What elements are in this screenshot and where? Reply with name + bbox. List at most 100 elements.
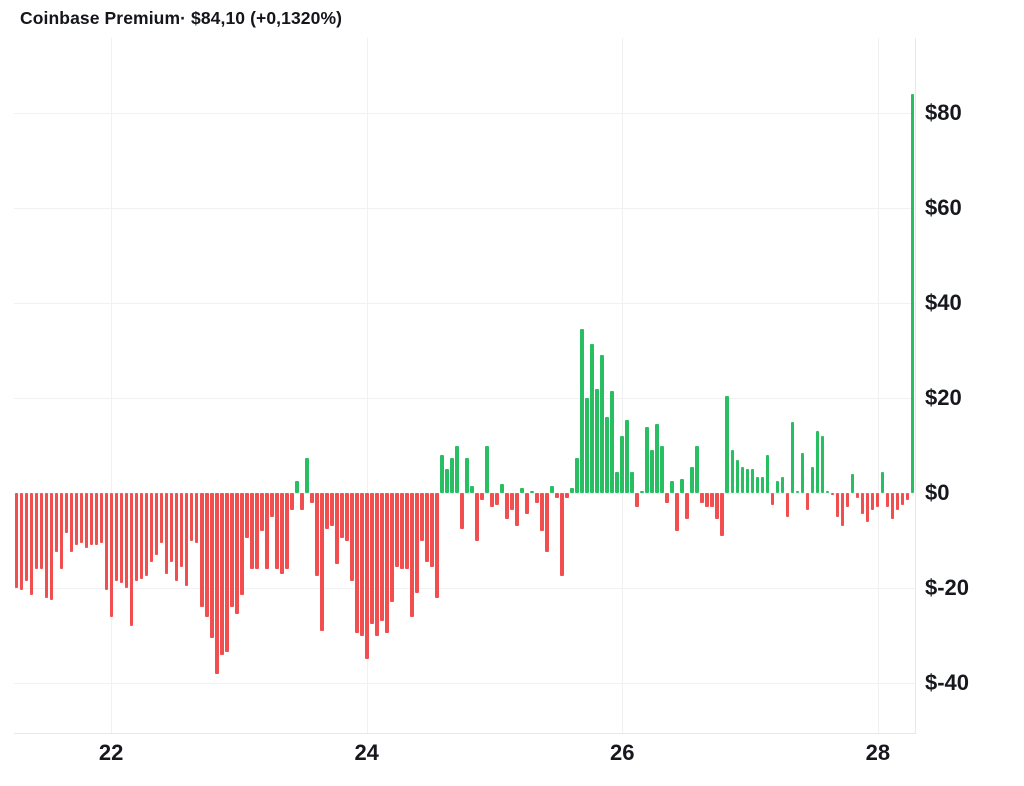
bar-negative xyxy=(269,493,274,517)
bar-positive xyxy=(485,445,489,494)
y-tick-label: $-20 xyxy=(925,575,970,601)
bar-negative xyxy=(540,493,544,532)
gridline-horizontal xyxy=(14,113,915,115)
bar-negative xyxy=(209,493,214,638)
bar-negative xyxy=(119,493,124,584)
bar-negative xyxy=(64,493,69,534)
x-tick-label: 22 xyxy=(98,740,124,765)
y-tick-label: $20 xyxy=(925,385,962,411)
bar-positive xyxy=(440,455,444,494)
gridline-horizontal xyxy=(14,303,915,305)
bar-positive xyxy=(585,398,589,494)
bar-negative xyxy=(249,493,254,570)
gridline-horizontal xyxy=(14,398,915,400)
bar-negative xyxy=(274,493,279,570)
bar-negative xyxy=(370,493,374,624)
bar-negative xyxy=(905,493,910,501)
bar-negative xyxy=(254,493,259,570)
bar-positive xyxy=(760,476,765,494)
bar-negative xyxy=(149,493,154,562)
bar-negative xyxy=(365,493,369,660)
gridline-vertical xyxy=(622,38,624,733)
bar-positive xyxy=(620,436,624,494)
chart-plot-area[interactable] xyxy=(14,38,916,734)
bar-negative xyxy=(189,493,194,541)
bar-negative xyxy=(510,493,514,510)
bar-negative xyxy=(425,493,429,562)
bar-positive xyxy=(800,452,805,494)
bar-negative xyxy=(785,493,790,517)
bar-negative xyxy=(865,493,870,522)
bar-negative xyxy=(480,493,484,501)
bar-negative xyxy=(535,493,539,503)
y-axis-labels: $80 $60 $40 $20 $0 $-20 $-40 xyxy=(925,38,1020,733)
bar-positive xyxy=(550,486,554,494)
bar-positive xyxy=(850,474,855,494)
bar-positive xyxy=(590,343,594,494)
bar-negative xyxy=(144,493,149,577)
bar-negative xyxy=(330,493,334,527)
chart-title: Coinbase Premium· $84,10 (+0,1320%) xyxy=(20,8,343,28)
bar-negative xyxy=(380,493,384,622)
bar-positive xyxy=(580,329,584,494)
bar-negative xyxy=(830,493,835,496)
gridline-vertical xyxy=(877,38,879,733)
bar-negative xyxy=(234,493,239,615)
bar-negative xyxy=(715,493,720,520)
bar-positive xyxy=(820,436,825,494)
bar-negative xyxy=(109,493,114,617)
bar-negative xyxy=(300,493,304,510)
bar-positive xyxy=(305,457,309,494)
x-tick-label: 28 xyxy=(865,740,891,765)
bar-negative xyxy=(805,493,810,510)
bar-positive xyxy=(530,490,534,494)
bar-negative xyxy=(360,493,364,636)
bar-positive xyxy=(655,424,659,494)
bar-positive xyxy=(450,457,454,494)
bar-negative xyxy=(285,493,289,570)
bar-negative xyxy=(49,493,54,600)
bar-negative xyxy=(700,493,705,503)
bar-negative xyxy=(19,493,24,591)
bar-negative xyxy=(104,493,109,591)
bar-negative xyxy=(515,493,519,527)
bar-positive xyxy=(725,395,730,494)
x-tick-label: 26 xyxy=(610,740,635,765)
bar-negative xyxy=(244,493,249,539)
bar-negative xyxy=(174,493,179,581)
bar-negative xyxy=(139,493,144,579)
bar-positive xyxy=(605,417,609,494)
bar-positive xyxy=(445,469,449,494)
bar-negative xyxy=(214,493,219,674)
bar-positive xyxy=(595,388,599,494)
bar-negative xyxy=(14,493,19,589)
bar-negative xyxy=(229,493,234,608)
bar-positive xyxy=(880,471,885,494)
bar-negative xyxy=(310,493,314,503)
bar-positive xyxy=(765,455,770,494)
y-tick-label: $0 xyxy=(925,480,950,506)
bar-negative xyxy=(400,493,404,570)
bar-negative xyxy=(405,493,409,570)
bar-negative xyxy=(885,493,890,508)
bar-positive xyxy=(755,476,760,494)
bar-positive xyxy=(465,457,469,494)
bar-negative xyxy=(159,493,164,543)
bar-negative xyxy=(495,493,499,505)
bar-positive xyxy=(795,490,800,494)
bar-negative xyxy=(24,493,29,581)
bar-positive xyxy=(660,445,664,494)
bar-positive xyxy=(645,426,649,494)
bar-negative xyxy=(129,493,134,627)
bar-negative xyxy=(199,493,204,608)
y-tick-label: $40 xyxy=(925,290,962,316)
x-tick-label: 24 xyxy=(354,740,379,765)
gridline-horizontal xyxy=(14,588,915,590)
bar-negative xyxy=(505,493,509,520)
bar-positive xyxy=(750,469,755,494)
bar-negative xyxy=(545,493,549,553)
bar-negative xyxy=(555,493,559,498)
bar-positive xyxy=(745,469,750,494)
bar-negative xyxy=(179,493,184,567)
